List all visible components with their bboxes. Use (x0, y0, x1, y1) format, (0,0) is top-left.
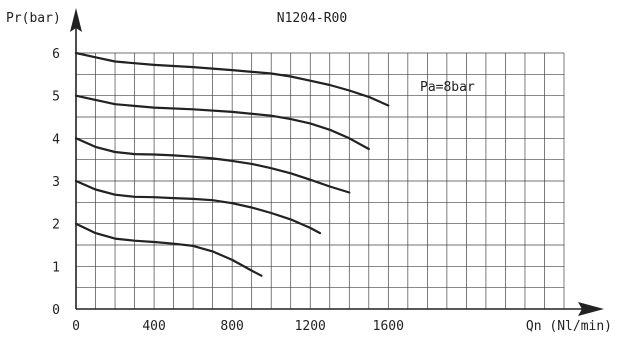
series-line-5 (74, 51, 390, 107)
series-lines (74, 51, 390, 277)
x-axis-arrow-icon (578, 302, 604, 316)
y-tick-label: 4 (52, 132, 60, 147)
series-line-3 (74, 137, 351, 194)
x-tick-label: 400 (142, 319, 165, 334)
series-line-4 (74, 94, 370, 151)
y-tick-label: 2 (52, 218, 60, 233)
tick-labels: 0 400 800 1200 1600 0 1 2 3 4 5 6 (52, 47, 404, 334)
x-tick-label: 1600 (373, 319, 404, 334)
x-tick-label: 800 (220, 319, 243, 334)
series-line-2 (74, 179, 322, 235)
x-axis-label: Qn (Nl/min) (526, 319, 612, 334)
x-tick-label: 1200 (295, 319, 326, 334)
y-tick-label: 5 (52, 90, 60, 105)
x-tick-label: 0 (72, 319, 80, 334)
y-tick-label: 3 (52, 175, 60, 190)
grid (76, 52, 565, 309)
pressure-annotation: Pa=8bar (420, 80, 475, 95)
y-axis-label: Pr(bar) (6, 11, 61, 26)
series-line-1 (74, 222, 263, 277)
y-tick-label: 6 (52, 47, 60, 62)
y-tick-label: 0 (52, 303, 60, 318)
chart-title: N1204-R00 (277, 11, 347, 26)
y-tick-label: 1 (52, 260, 60, 275)
axes (70, 8, 604, 316)
y-axis-arrow-icon (70, 8, 82, 32)
